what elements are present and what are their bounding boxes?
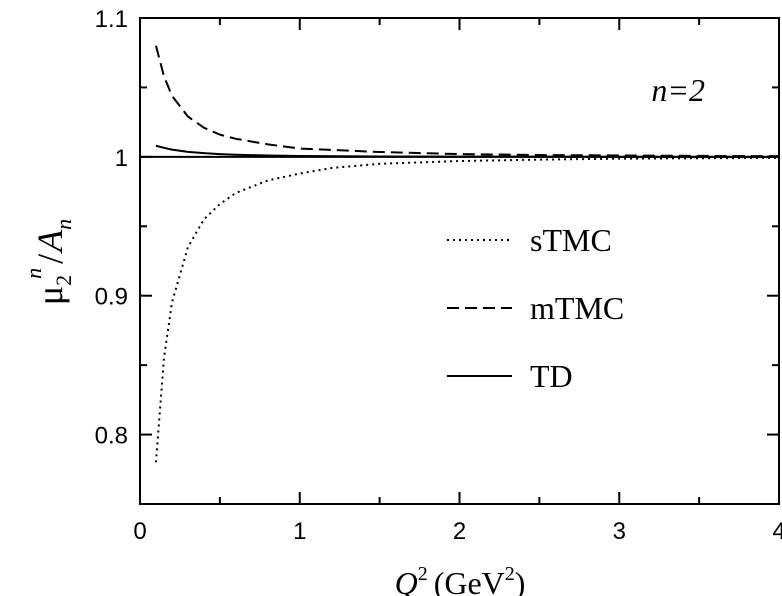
plot-frame <box>139 17 780 505</box>
y-label-mu: μ <box>30 286 70 305</box>
x-label-unit: (GeV <box>434 565 505 596</box>
y-label-A: A <box>30 229 70 254</box>
y-label-A-sub: n <box>51 219 76 230</box>
y-label-slash: / <box>30 254 70 264</box>
x-tick-label: 0 <box>133 518 146 545</box>
annotation-n: n=2 <box>651 72 705 108</box>
series-mtmc-line <box>155 45 780 158</box>
y-label-sub: 2 <box>51 275 76 286</box>
legend-label-td: TD <box>530 358 573 394</box>
series-td-line <box>155 144 780 158</box>
x-label-sup: 2 <box>418 563 428 585</box>
x-label-base: Q <box>395 565 418 596</box>
legend-label-stmc: sTMC <box>530 222 612 258</box>
y-tick-label: 1 <box>115 145 128 172</box>
y-axis-label: μ2n/An <box>21 219 76 305</box>
x-label-unit-sup: 2 <box>505 563 515 585</box>
curves <box>140 45 780 463</box>
legend: sTMC mTMC TD <box>447 222 624 394</box>
y-tick-label: 1.1 <box>95 6 128 33</box>
x-axis-label: Q2 (GeV2) <box>395 563 526 596</box>
series-stmc-line <box>154 156 780 463</box>
x-tick-label: 4 <box>772 518 782 545</box>
x-tick-label: 3 <box>613 518 626 545</box>
x-tick-label: 1 <box>293 518 306 545</box>
y-tick-label: 0.9 <box>95 284 128 311</box>
y-tick-label: 0.8 <box>95 423 128 450</box>
tick-labels: 0 1 2 3 4 0.8 0.9 1 1.1 <box>95 6 782 545</box>
y-label-sup: n <box>21 268 46 279</box>
legend-label-mtmc: mTMC <box>530 290 624 326</box>
x-label-unit-close: ) <box>515 565 526 596</box>
x-tick-label: 2 <box>453 518 466 545</box>
